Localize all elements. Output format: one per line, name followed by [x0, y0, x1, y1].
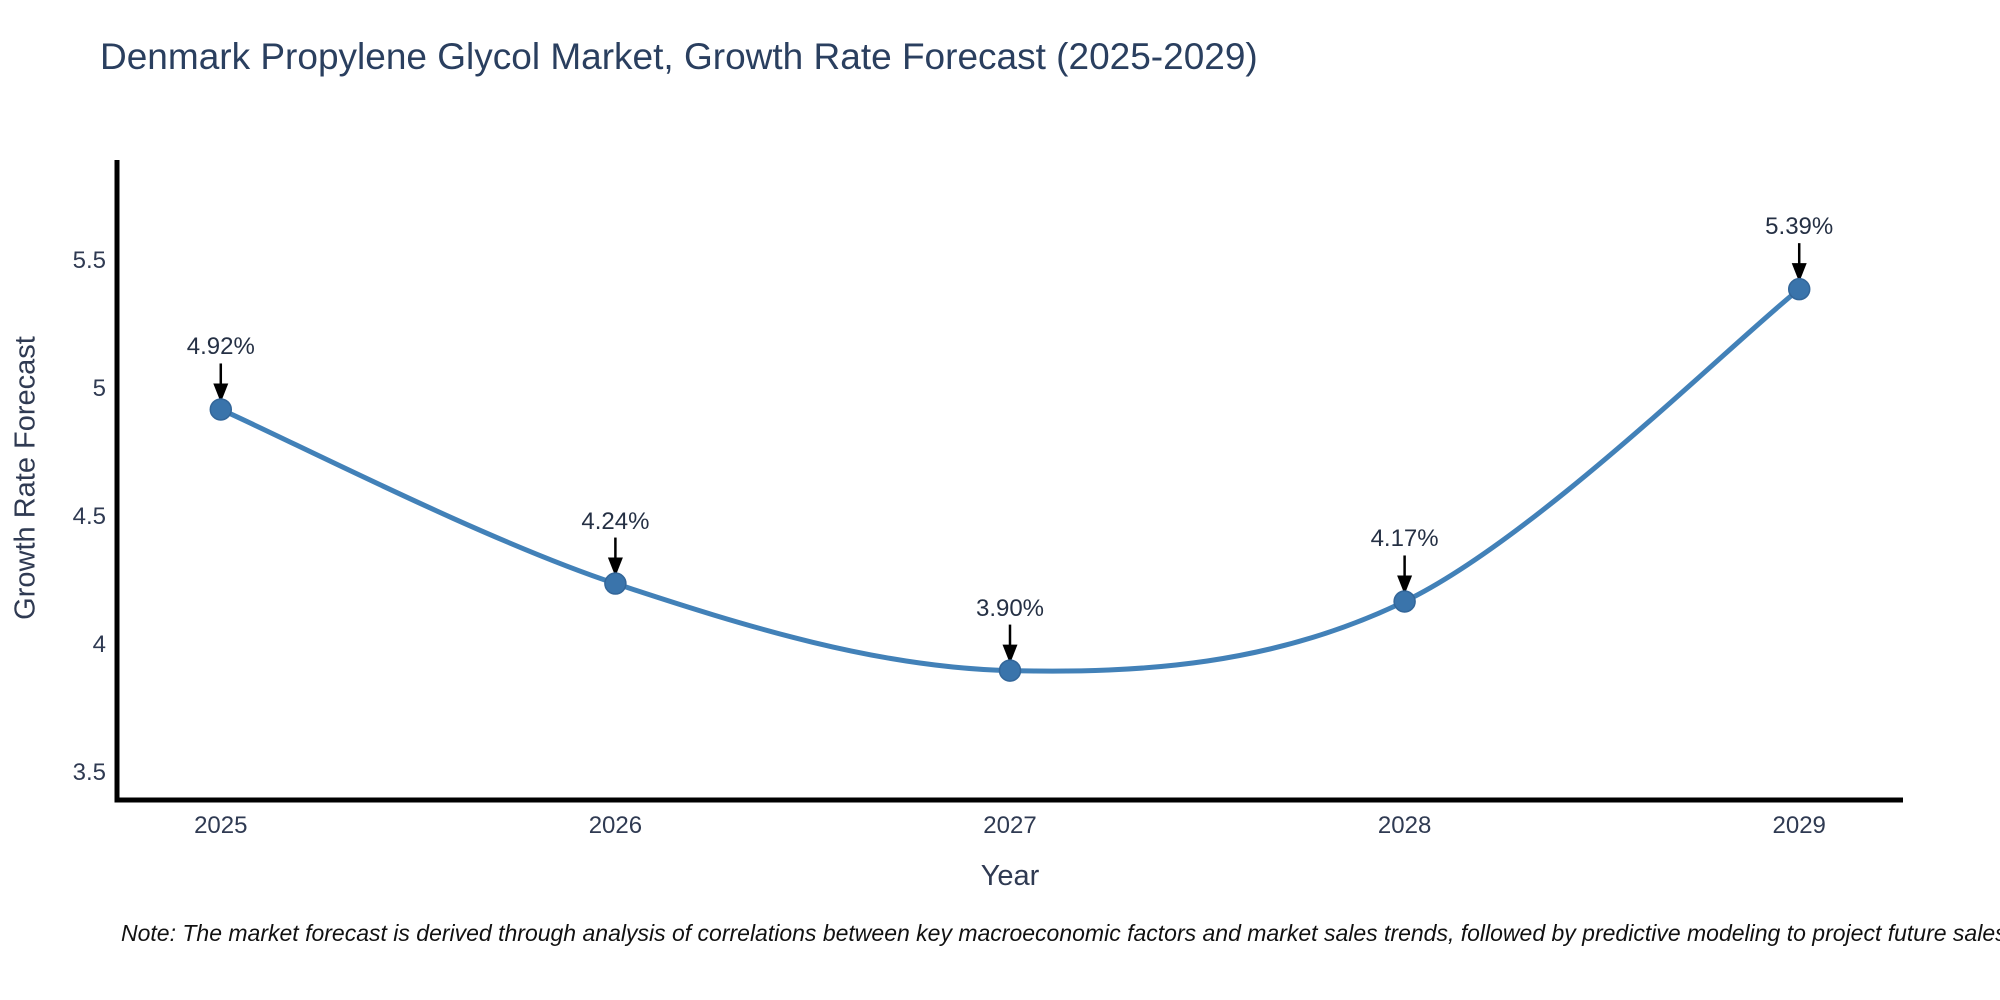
- x-axis-title: Year: [980, 860, 1040, 892]
- data-point-marker: [209, 398, 233, 421]
- annotation-arrowhead-icon: [213, 383, 229, 403]
- y-axis-title: Growth Rate Forecast: [9, 336, 42, 620]
- annotation-arrowhead-icon: [1002, 644, 1018, 664]
- chart-title: Denmark Propylene Glycol Market, Growth …: [100, 36, 1258, 77]
- x-tick-label: 2025: [194, 812, 248, 839]
- x-tick-label: 2028: [1377, 812, 1432, 839]
- y-tick-label: 5.5: [72, 246, 106, 274]
- x-tick-label: 2027: [983, 812, 1037, 839]
- y-tick-label: 4: [92, 630, 106, 658]
- footnote: Note: The market forecast is derived thr…: [121, 920, 2000, 946]
- data-point-marker: [998, 659, 1022, 682]
- x-tick-label: 2026: [588, 812, 643, 839]
- point-annotation-label: 4.17%: [1370, 525, 1439, 553]
- point-annotation-label: 5.39%: [1765, 213, 1834, 241]
- y-tick-label: 5: [92, 374, 106, 402]
- data-point-marker: [1787, 277, 1811, 301]
- annotation-arrowhead-icon: [607, 557, 623, 577]
- data-point-marker: [604, 572, 627, 595]
- annotation-arrowhead-icon: [1791, 263, 1807, 283]
- point-annotation-label: 4.92%: [186, 333, 255, 361]
- point-annotation-label: 3.90%: [975, 594, 1045, 622]
- annotation-arrowhead-icon: [1397, 575, 1413, 595]
- y-tick-label: 3.5: [72, 758, 106, 786]
- y-tick-label: 4.5: [72, 502, 106, 530]
- point-annotation-label: 4.24%: [581, 507, 650, 535]
- data-point-marker: [1393, 590, 1416, 613]
- x-tick-label: 2029: [1772, 812, 1826, 839]
